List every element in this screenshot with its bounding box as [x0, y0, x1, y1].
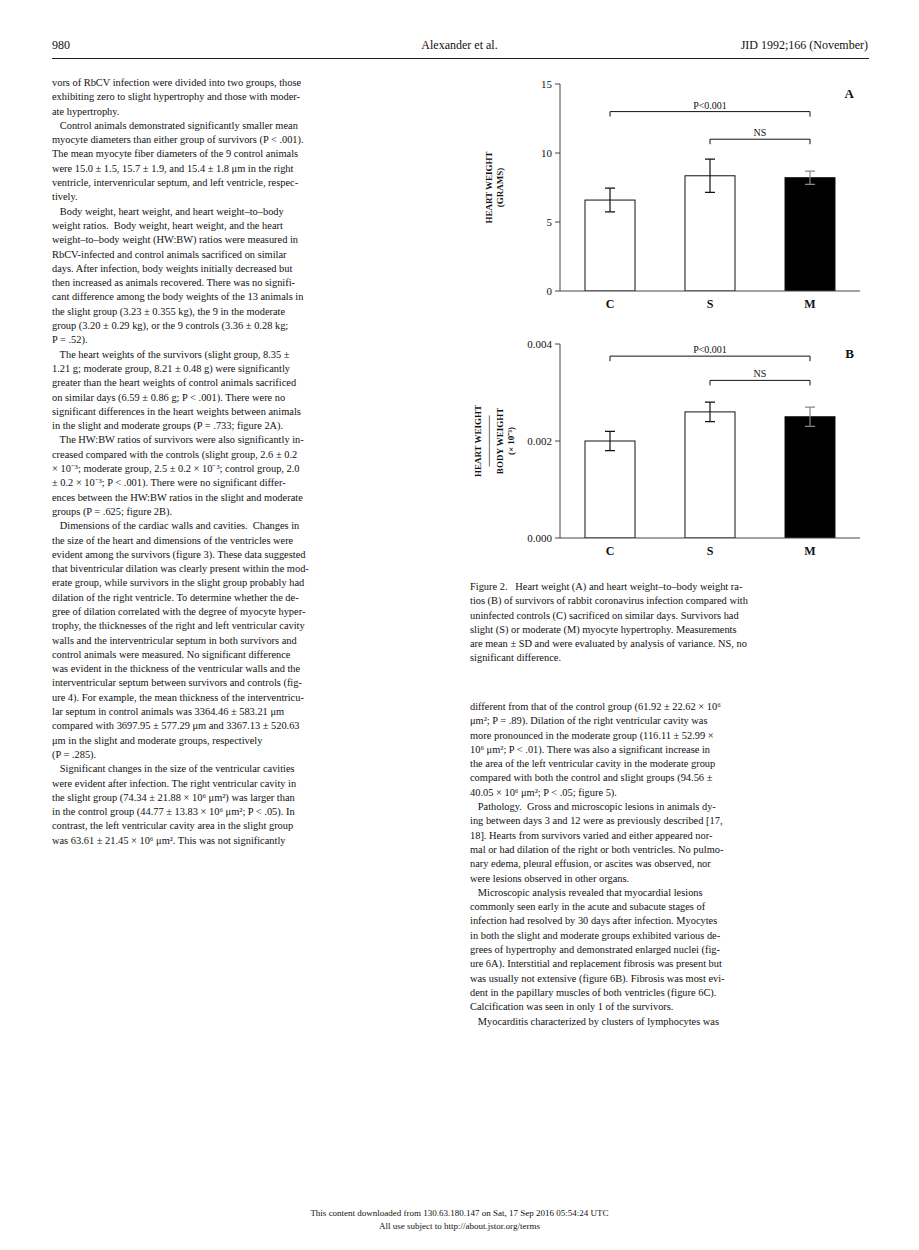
error-bar — [605, 431, 615, 450]
bars — [585, 159, 835, 291]
y-axis-line — [560, 84, 561, 291]
x-tick-label: C — [606, 297, 615, 311]
error-bar — [805, 171, 815, 184]
y-axis-label-line: BODY WEIGHT — [495, 408, 505, 474]
significance-bracket — [610, 356, 810, 361]
y-tick-label: 0.000 — [527, 532, 552, 544]
error-bar — [705, 159, 715, 192]
y-axis-label-line: HEART WEIGHT — [484, 151, 494, 223]
body-text: different from that of the control group… — [470, 700, 725, 1029]
y-tick-label: 15 — [541, 78, 553, 90]
y-axis-label-line: (× 10⁻³) — [506, 427, 516, 455]
error-bar — [805, 407, 815, 426]
journal-reference: JID 1992;166 (November) — [741, 38, 868, 53]
significance-label: NS — [754, 368, 767, 379]
panel-label: B — [845, 346, 854, 361]
y-tick-label: 10 — [541, 147, 553, 159]
footer: All use subject to http://about.jstor.or… — [0, 1221, 919, 1231]
bar — [585, 200, 635, 291]
annotations: P<0.001 NS — [610, 100, 810, 145]
y-axis: 0.000 0.002 0.004 — [527, 338, 560, 544]
body-text: vors of RbCV infection were divided into… — [52, 76, 309, 848]
bar — [785, 417, 835, 538]
y-axis-label-line: (GRAMS) — [495, 168, 505, 208]
x-tick-label: C — [606, 544, 615, 558]
bar — [685, 412, 735, 538]
error-bar — [705, 402, 715, 421]
y-tick-label: 0 — [547, 285, 553, 297]
y-tick — [555, 538, 560, 539]
y-axis-label-line: HEART WEIGHT — [473, 405, 483, 477]
page-number: 980 — [52, 38, 70, 53]
y-tick — [555, 84, 560, 85]
y-tick-label: 0.004 — [527, 338, 552, 350]
x-axis-line — [560, 538, 860, 539]
bar — [785, 178, 835, 291]
y-tick-label: 0.002 — [527, 435, 552, 447]
error-bar — [605, 188, 615, 212]
significance-bracket — [710, 139, 810, 144]
x-tick-label: M — [804, 297, 815, 311]
y-axis-label-line: ──────── — [484, 415, 494, 468]
y-tick — [555, 441, 560, 442]
y-axis-line — [560, 344, 561, 538]
bar-chart: 0 5 10 15 HEART WEIGHT(GRAMS) C S M A P<0.001 NS — [468, 76, 868, 321]
y-tick — [555, 291, 560, 292]
significance-label: P<0.001 — [693, 100, 727, 111]
y-axis: 0 5 10 15 — [541, 78, 560, 297]
significance-label: P<0.001 — [693, 344, 727, 355]
y-tick — [555, 344, 560, 345]
footer: This content downloaded from 130.63.180.… — [0, 1208, 919, 1218]
x-axis: CSM — [560, 291, 860, 311]
y-tick-label: 5 — [547, 216, 553, 228]
y-axis-label: HEART WEIGHT────────BODY WEIGHT(× 10⁻³) — [473, 405, 516, 477]
x-tick-label: S — [707, 297, 714, 311]
bars — [585, 402, 835, 538]
figure-caption: Figure 2. Heart weight (A) and heart wei… — [470, 580, 748, 666]
significance-label: NS — [754, 127, 767, 138]
y-axis-label: HEART WEIGHT(GRAMS) — [484, 151, 505, 223]
header-rule — [52, 58, 869, 59]
panel-label: A — [845, 86, 855, 101]
bar-chart: 0.000 0.002 0.004 HEART WEIGHT────────BODY … — [468, 336, 868, 568]
significance-bracket — [710, 380, 810, 385]
y-tick — [555, 222, 560, 223]
x-axis: CSM — [560, 538, 860, 558]
x-tick-label: S — [707, 544, 714, 558]
x-axis-line — [560, 291, 860, 292]
x-tick-label: M — [804, 544, 815, 558]
bar — [585, 441, 635, 538]
y-tick — [555, 153, 560, 154]
significance-bracket — [610, 112, 810, 117]
annotations: P<0.001 NS — [610, 344, 810, 385]
